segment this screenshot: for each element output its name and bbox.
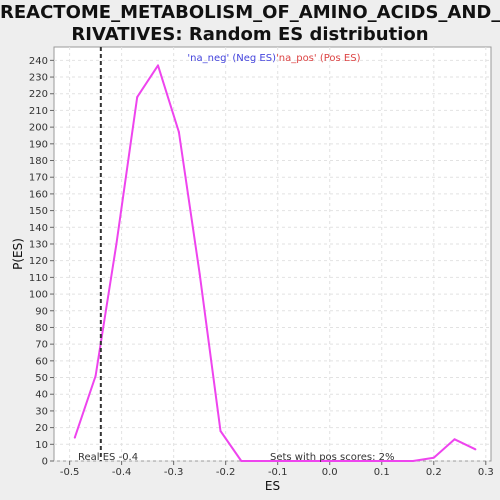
y-tick-label: 110 xyxy=(29,273,48,284)
y-tick-label: 100 xyxy=(29,290,48,301)
es-data-point xyxy=(302,460,305,462)
legend-neg-label: 'na_neg' (Neg ES) xyxy=(187,53,276,64)
es-data-point xyxy=(453,438,456,441)
x-axis-ticks: -0.5 -0.4 -0.3 -0.2 -0.1 0.0 0.1 0.2 0.3 xyxy=(60,461,494,478)
es-data-point xyxy=(177,131,180,134)
y-tick-label: 10 xyxy=(35,440,48,451)
x-tick-label: 0.1 xyxy=(374,467,390,478)
y-tick-label: 140 xyxy=(29,223,48,234)
chart-title-line-1: REACTOME_METABOLISM_OF_AMINO_ACIDS_AND_D… xyxy=(0,2,500,23)
y-tick-label: 40 xyxy=(35,390,48,401)
es-data-point xyxy=(323,460,326,462)
x-tick-label: -0.5 xyxy=(60,467,80,478)
x-tick-label: -0.4 xyxy=(112,467,132,478)
y-tick-label: 240 xyxy=(29,56,48,67)
x-tick-label: -0.3 xyxy=(164,467,184,478)
chart-title: REACTOME_METABOLISM_OF_AMINO_ACIDS_AND_D… xyxy=(0,2,500,46)
y-tick-label: 200 xyxy=(29,123,48,134)
es-data-point xyxy=(115,242,118,245)
y-tick-label: 180 xyxy=(29,156,48,167)
plot-area xyxy=(53,46,492,462)
es-data-point xyxy=(157,64,160,67)
es-data-point xyxy=(261,460,264,462)
y-tick-label: 130 xyxy=(29,239,48,250)
es-data-point xyxy=(219,429,222,432)
es-data-point xyxy=(432,456,435,459)
es-distribution-line xyxy=(73,64,476,462)
y-tick-label: 230 xyxy=(29,73,48,84)
es-data-point xyxy=(73,436,76,439)
es-data-point xyxy=(365,460,368,462)
y-tick-label: 60 xyxy=(35,356,48,367)
legend-pos-label: 'na_pos' (Pos ES) xyxy=(276,53,361,64)
grid xyxy=(54,47,491,462)
y-tick-label: 20 xyxy=(35,423,48,434)
es-data-point xyxy=(198,273,201,276)
es-data-point xyxy=(474,448,477,451)
x-tick-label: 0.2 xyxy=(426,467,442,478)
x-tick-label: -0.1 xyxy=(268,467,288,478)
y-tick-label: 50 xyxy=(35,373,48,384)
chart-title-line-2: RIVATIVES: Random ES distribution xyxy=(71,24,429,45)
es-data-point xyxy=(411,460,414,462)
es-data-point xyxy=(391,460,394,462)
es-data-point xyxy=(136,96,139,99)
series-group xyxy=(73,64,477,462)
y-tick-label: 0 xyxy=(42,457,48,468)
y-tick-label: 150 xyxy=(29,206,48,217)
x-tick-label: 0.3 xyxy=(478,467,494,478)
y-tick-label: 70 xyxy=(35,340,48,351)
es-data-point xyxy=(344,460,347,462)
es-data-point xyxy=(281,460,284,462)
x-axis-label: ES xyxy=(265,479,280,493)
y-tick-label: 90 xyxy=(35,306,48,317)
y-tick-label: 120 xyxy=(29,256,48,267)
y-tick-label: 210 xyxy=(29,106,48,117)
y-tick-label: 220 xyxy=(29,89,48,100)
y-axis-ticks: 0 10 20 30 40 50 60 70 80 90 100 110 120 130 140 150 160… xyxy=(29,56,54,468)
y-tick-label: 80 xyxy=(35,323,48,334)
es-data-point xyxy=(94,374,97,377)
x-tick-label: -0.2 xyxy=(216,467,236,478)
x-tick-label: 0.0 xyxy=(322,467,338,478)
y-tick-label: 160 xyxy=(29,189,48,200)
y-tick-label: 190 xyxy=(29,139,48,150)
y-tick-label: 30 xyxy=(35,406,48,417)
y-axis-label: P(ES) xyxy=(11,238,25,270)
es-data-point xyxy=(240,460,243,462)
real-es-annotation: Real ES -0.4 xyxy=(78,452,138,463)
pos-scores-annotation: Sets with pos scores: 2% xyxy=(270,452,395,463)
y-tick-label: 170 xyxy=(29,173,48,184)
